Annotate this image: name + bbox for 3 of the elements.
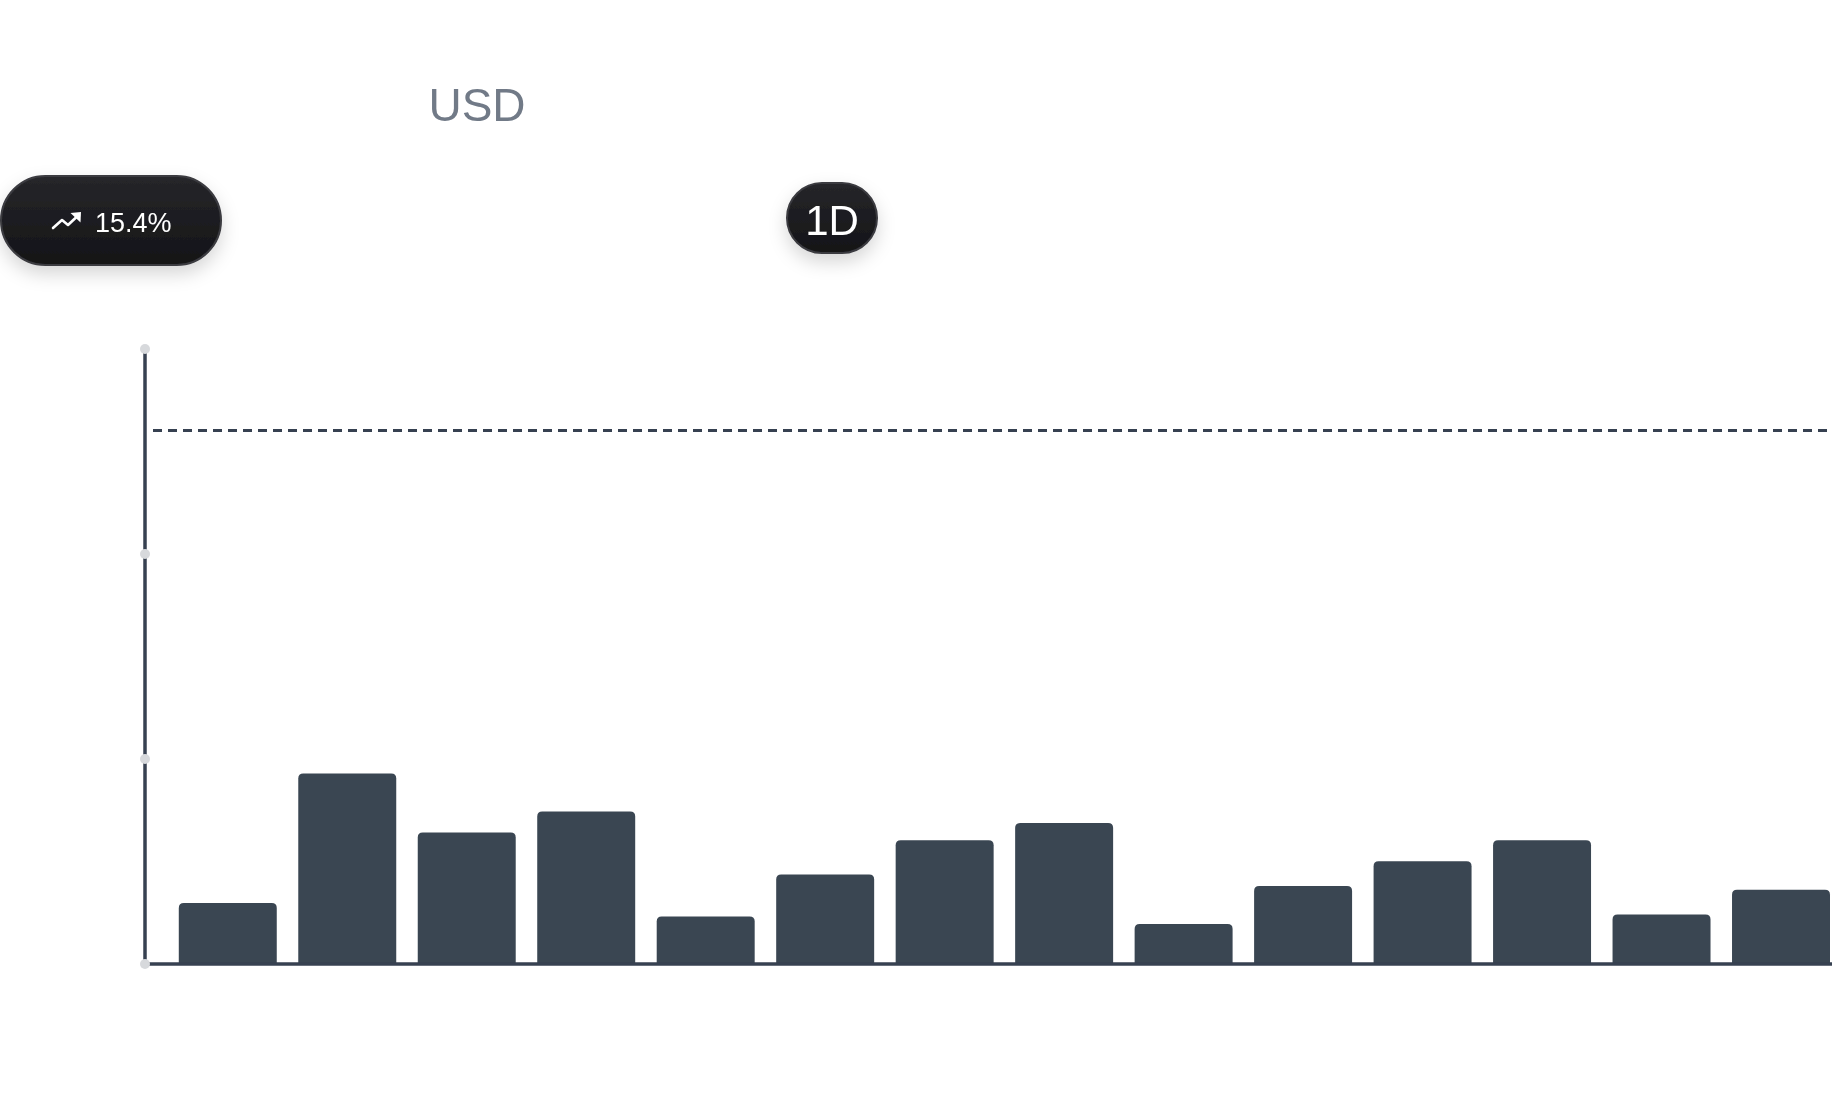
text: 1D: [805, 197, 859, 244]
text: 15.4%: [95, 208, 172, 238]
chart-title: USD: [428, 79, 526, 131]
